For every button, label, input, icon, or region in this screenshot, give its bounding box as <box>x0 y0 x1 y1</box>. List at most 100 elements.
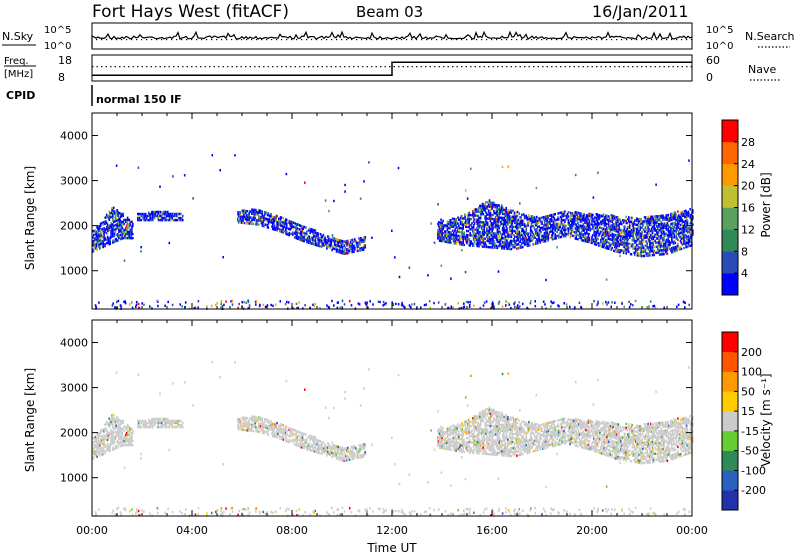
nsearch-dot <box>246 39 247 40</box>
echo-cell <box>473 305 475 307</box>
echo-cell <box>668 214 670 216</box>
echo-cell <box>550 305 552 307</box>
echo-cell <box>590 227 592 229</box>
echo-cell <box>487 222 489 224</box>
echo-cell <box>298 236 300 238</box>
echo-cell <box>123 426 125 428</box>
echo-cell <box>171 424 173 426</box>
echo-cell <box>115 421 117 423</box>
echo-cell <box>640 218 642 220</box>
echo-cell <box>160 211 162 213</box>
echo-cell <box>368 161 370 163</box>
echo-cell <box>245 429 247 431</box>
nsearch-dot <box>136 39 137 40</box>
nsearch-dot <box>531 39 532 40</box>
echo-cell <box>100 446 102 448</box>
echo-cell <box>501 205 503 207</box>
echo-cell <box>240 418 242 420</box>
echo-cell <box>131 434 133 436</box>
echo-cell <box>430 222 432 224</box>
nsearch-dot <box>431 39 432 40</box>
echo-cell <box>661 241 663 243</box>
echo-cell <box>185 301 187 303</box>
echo-cell <box>608 236 610 238</box>
echo-cell <box>512 224 514 226</box>
echo-cell <box>536 216 538 218</box>
nsearch-dot <box>446 39 447 40</box>
echo-cell <box>482 231 484 233</box>
echo-cell <box>116 218 118 220</box>
echo-cell <box>657 215 659 217</box>
echo-cell <box>248 301 250 303</box>
nsearch-dot <box>176 39 177 40</box>
echo-cell <box>493 232 495 234</box>
nsearch-dot <box>196 39 197 40</box>
echo-cell <box>676 233 678 235</box>
echo-cell <box>559 232 561 234</box>
echo-cell <box>141 219 143 221</box>
echo-cell <box>132 440 134 442</box>
echo-cell <box>494 242 496 244</box>
echo-cell <box>522 303 524 305</box>
echo-cell <box>552 234 554 236</box>
echo-cell <box>136 301 138 303</box>
echo-cell <box>519 305 521 307</box>
echo-cell <box>544 235 546 237</box>
echo-cell <box>304 304 306 306</box>
nsearch-tick-bottom: 10^0 <box>706 41 733 52</box>
echo-cell <box>686 211 688 213</box>
echo-cell <box>309 236 311 238</box>
echo-cell <box>634 231 636 233</box>
echo-cell <box>539 238 541 240</box>
echo-cell <box>555 237 557 239</box>
echo-cell <box>498 204 500 206</box>
echo-cell <box>677 239 679 241</box>
echo-cell <box>246 214 248 216</box>
echo-cell <box>451 306 453 308</box>
echo-cell <box>459 235 461 237</box>
echo-cell <box>113 432 115 434</box>
nsearch-tick-top: 10^5 <box>706 25 733 36</box>
echo-cell <box>96 231 98 233</box>
echo-cell <box>305 226 307 228</box>
echo-cell <box>300 225 302 227</box>
echo-cell <box>243 421 245 423</box>
nsearch-dot <box>426 39 427 40</box>
echo-cell <box>482 245 484 247</box>
echo-cell <box>172 175 174 177</box>
echo-cell <box>262 214 264 216</box>
echo-cell <box>545 228 547 230</box>
nsearch-dot <box>296 39 297 40</box>
nsearch-dot <box>471 39 472 40</box>
nsearch-dot <box>371 39 372 40</box>
nsearch-dot <box>146 39 147 40</box>
echo-cell <box>319 245 321 247</box>
nsearch-dot <box>186 39 187 40</box>
echo-cell <box>104 243 106 245</box>
nsearch-dot <box>616 39 617 40</box>
echo-cell <box>154 217 156 219</box>
nsearch-dot <box>141 39 142 40</box>
echo-cell <box>104 450 106 452</box>
echo-cell <box>311 228 313 230</box>
echo-cell <box>326 304 328 306</box>
echo-cell <box>605 301 607 303</box>
echo-cell <box>169 242 171 244</box>
echo-cell <box>263 430 265 432</box>
echo-cell <box>674 234 676 236</box>
nsearch-dot <box>361 39 362 40</box>
echo-cell <box>113 207 115 209</box>
velocity-data <box>92 361 694 517</box>
echo-cell <box>622 219 624 221</box>
echo-cell <box>625 216 627 218</box>
nsearch-dot <box>121 39 122 40</box>
echo-cell <box>607 245 609 247</box>
echo-cell <box>611 247 613 249</box>
echo-cell <box>411 303 413 305</box>
echo-cell <box>565 229 567 231</box>
echo-cell <box>220 303 222 305</box>
echo-cell <box>332 245 334 247</box>
echo-cell <box>247 210 249 212</box>
nsearch-dot <box>386 39 387 40</box>
